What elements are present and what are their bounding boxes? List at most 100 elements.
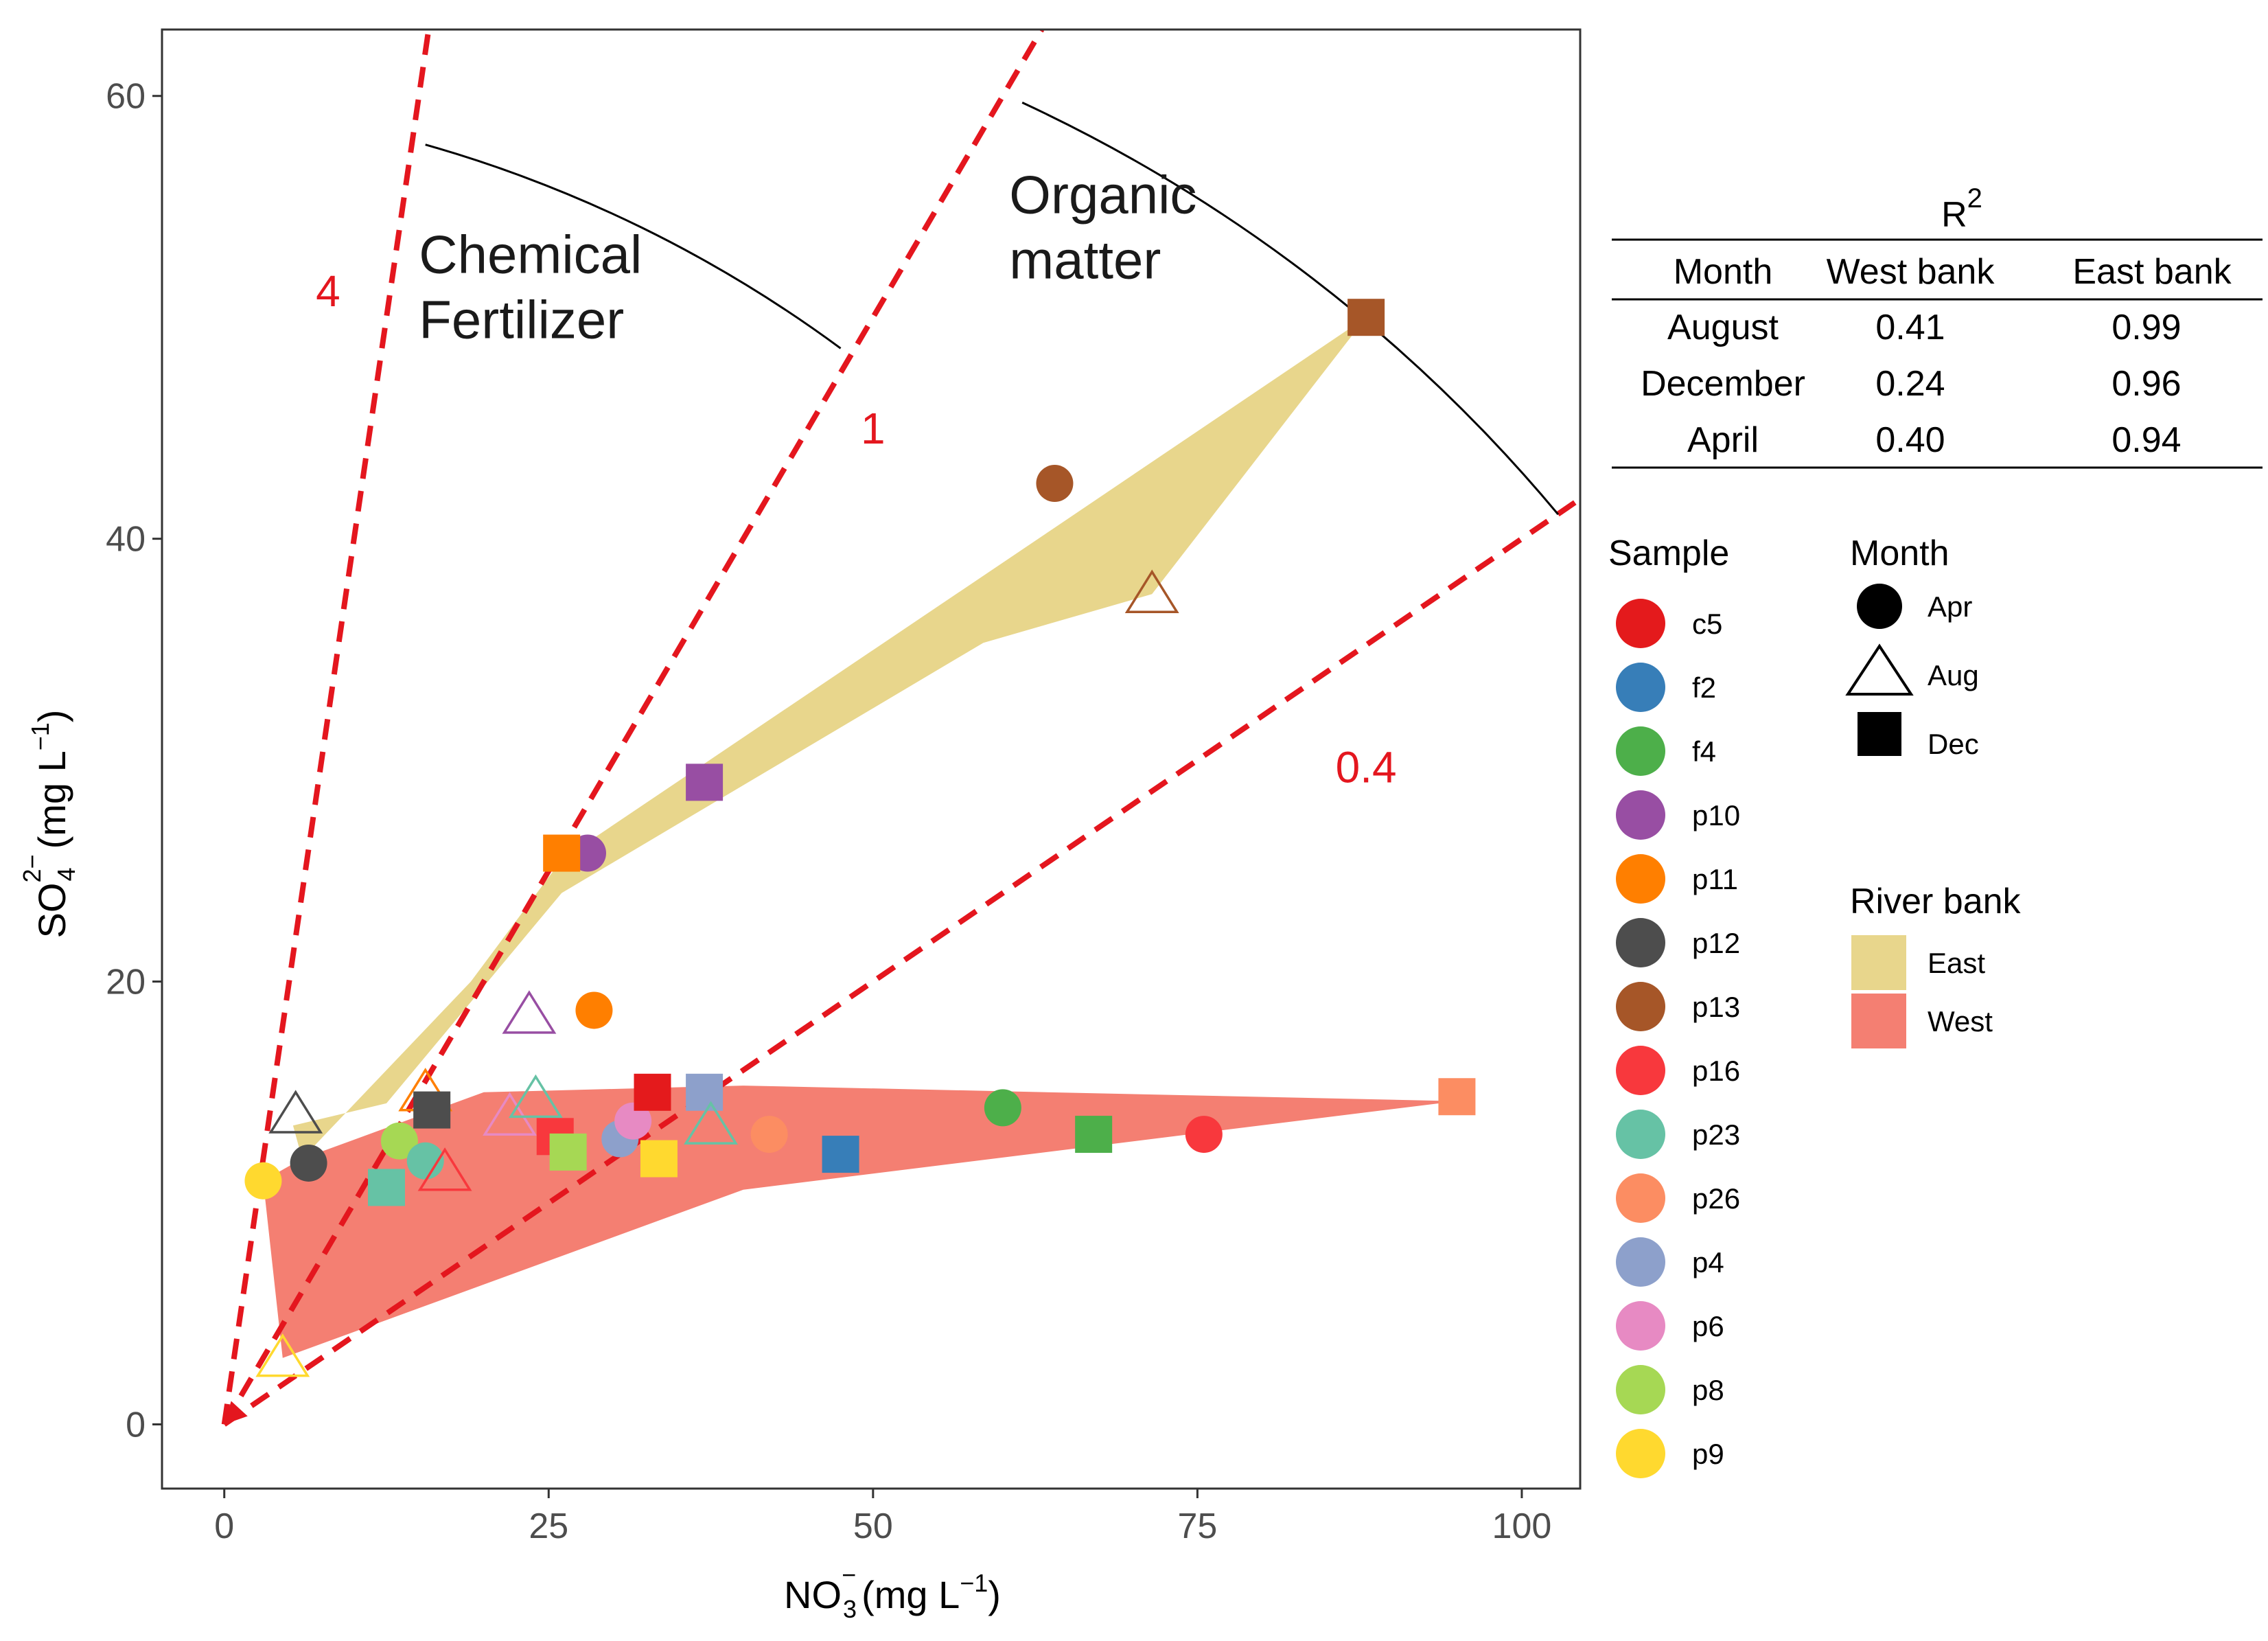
legend-bank-title: River bank [1850,882,2022,921]
data-point-p16-aug [417,1147,472,1191]
legend-sample-key-p4 [1616,1237,1665,1287]
data-point-c5-dec [634,1073,671,1111]
data-point-p8-apr [380,1122,418,1160]
data-point-p6-apr [614,1102,652,1140]
y-tick-label-0: 0 [126,1405,146,1445]
r2-table: R2 Month West bank East bank August 0.41… [1612,183,2263,469]
plot-panel-border [161,28,1582,1490]
legend-sample-label-p10: p10 [1692,799,1740,831]
legend-sample-label-f2: f2 [1692,672,1716,704]
data-point-p11-dec [543,834,581,872]
legend-sample-key-p26 [1616,1173,1665,1223]
y-tick-label-40: 40 [106,520,146,560]
legend-sample-key-p6 [1616,1301,1665,1351]
x-tick-label-0: 0 [214,1506,234,1546]
legend-sample-key-p10 [1616,790,1665,840]
ratio-line-0.4 [222,496,1580,1427]
r2-row-2-month: April [1687,420,1759,460]
data-point-p11-apr [575,991,613,1029]
r2-header-west: West bank [1827,252,1995,292]
r2-header-east: East bank [2072,252,2232,292]
legend-sample-label-f4: f4 [1692,735,1716,768]
legend-sample-label-c5: c5 [1692,608,1722,640]
legend-sample-title: Sample [1608,533,1729,573]
legend-sample-label-p12: p12 [1692,927,1740,959]
x-tick-label-100: 100 [1492,1506,1552,1546]
ratio-label-1: 1 [861,404,886,453]
r2-row-0-east: 0.99 [2111,308,2181,347]
legend-month: Month Apr Aug Dec [1845,533,1979,760]
legend-bank-label-west: West [1928,1005,1993,1037]
legend-sample: Sample c5 f2 f4 p10 p11 p12 p13 p16 p23 p26 p4 p6 p8… [1608,533,1740,1478]
legend-month-title: Month [1850,533,1949,573]
annotation-0-line-0: Chemical [419,225,642,285]
r2-row-2-west: 0.40 [1875,420,1945,460]
data-point-p6-aug [483,1092,537,1136]
ratio-label-4: 4 [316,266,340,316]
legend-sample-key-p13 [1616,982,1665,1031]
legend-sample-key-p11 [1616,854,1665,904]
data-point-f4-dec [1075,1116,1113,1154]
y-tick-label-20: 20 [106,963,146,1002]
data-point-p8-dec [549,1133,587,1171]
data-point-p13-dec [1347,299,1385,336]
legend-month-key-aug [1845,643,1914,696]
r2-row-1-month: December [1641,364,1805,404]
legend-sample-label-p23: p23 [1692,1118,1740,1151]
legend-month-label-dec: Dec [1928,728,1979,760]
legend-sample-key-p12 [1616,918,1665,967]
x-tick-label-50: 50 [853,1506,893,1546]
legend-bank-key-west [1851,994,1906,1048]
data-point-p12-dec [413,1091,451,1129]
data-point-p12-apr [290,1144,327,1182]
legend-month-label-apr: Apr [1928,590,1972,623]
legend-sample-key-p23 [1616,1110,1665,1159]
data-point-f2-dec [822,1136,859,1173]
annotation-1-line-0: Organic [1009,165,1196,225]
region-east [292,317,1367,1159]
data-point-p26-dec [1438,1078,1476,1116]
r2-header-month: Month [1674,252,1773,292]
legend-sample-label-p13: p13 [1692,991,1740,1023]
ratio-line-1 [222,30,1045,1426]
data-point-p23-apr [406,1142,444,1180]
data-point-p23-aug [508,1074,563,1118]
data-point-p16-apr [1185,1116,1223,1154]
legend-sample-label-p11: p11 [1692,863,1738,895]
sector-arc-1 [1021,102,1560,516]
data-point-p9-apr [244,1162,282,1200]
sector-arc-0 [425,144,842,349]
x-tick-label-75: 75 [1177,1506,1217,1546]
data-point-p23-aug [684,1101,738,1145]
x-axis-title: NO3− (mg L−1) [784,1561,1001,1623]
annotation-0-line-1: Fertilizer [419,290,624,350]
r2-row-2-east: 0.94 [2111,420,2181,460]
legend-sample-label-p26: p26 [1692,1182,1740,1215]
legend-sample-key-p16 [1616,1046,1665,1095]
r2-row-1-west: 0.24 [1875,364,1945,404]
legend-bank-key-east [1851,935,1906,990]
r2-row-1-east: 0.96 [2111,364,2181,404]
y-axis-title: SO42−(mg L−1) [18,710,80,939]
legend-river-bank: River bank East West [1850,882,2022,1048]
annotation-1-line-1: matter [1009,230,1161,290]
legend-sample-label-p4: p4 [1692,1246,1724,1278]
y-tick-label-60: 60 [106,77,146,117]
data-point-p9-dec [640,1140,678,1178]
data-point-p13-apr [1036,465,1074,503]
r2-table-title: R2 [1941,183,1982,235]
legend-sample-label-p8: p8 [1692,1374,1724,1406]
legend-sample-key-p9 [1616,1429,1665,1478]
legend-sample-key-f2 [1616,663,1665,712]
data-point-p10-dec [686,764,724,801]
legend-sample-label-p16: p16 [1692,1055,1740,1087]
legend-sample-label-p6: p6 [1692,1310,1724,1342]
legend-month-key-apr [1857,584,1902,629]
ratio-label-0.4: 0.4 [1336,742,1397,792]
legend-sample-key-f4 [1616,726,1665,776]
data-point-p23-dec [368,1169,406,1206]
legend-month-label-aug: Aug [1928,659,1979,691]
legend-sample-key-c5 [1616,599,1665,648]
